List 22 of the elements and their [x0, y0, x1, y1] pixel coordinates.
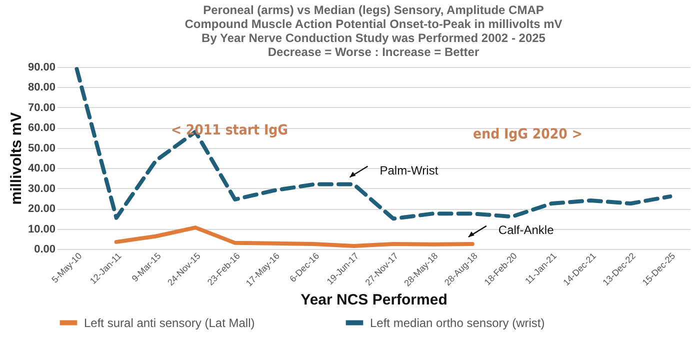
- line-series: [74, 67, 672, 221]
- y-tick-label: 80.00: [28, 82, 56, 94]
- annotation: Palm-Wrist: [380, 163, 439, 178]
- y-tick-label: 50.00: [28, 142, 56, 154]
- line-series: [114, 226, 474, 248]
- y-tick-label: 60.00: [28, 122, 56, 134]
- annotation: < 2011 start IgG: [170, 122, 288, 139]
- legend-label: Left median ortho sensory (wrist): [370, 316, 545, 330]
- annotation: Calf-Ankle: [498, 222, 554, 237]
- y-axis-title: millivolts mV: [8, 112, 25, 205]
- legend-label: Left sural anti sensory (Lat Mall): [84, 316, 255, 330]
- y-tick-label: 20.00: [28, 203, 56, 216]
- chart-title: Peroneal (arms) vs Median (legs) Sensory, Amplitude CMAP: [203, 3, 544, 17]
- chart-subtitle: Compound Muscle Action Potential Onset-to-Peak in millivolts mV By Year Nerve Conduction Study was Performed 2002 - 2025 Decrease = Worse : Increase = Better: [184, 17, 562, 59]
- y-tick-label: 90.00: [28, 62, 56, 74]
- y-tick-label: 0.00: [34, 244, 56, 256]
- x-axis-title: Year NCS Performed: [300, 291, 448, 308]
- y-tick-label: 40.00: [28, 162, 56, 175]
- y-tick-label: 70.00: [28, 102, 56, 114]
- annotation: end IgG 2020 >: [473, 126, 582, 142]
- y-tick-label: 10.00: [28, 223, 56, 236]
- y-tick-label: 30.00: [28, 182, 56, 195]
